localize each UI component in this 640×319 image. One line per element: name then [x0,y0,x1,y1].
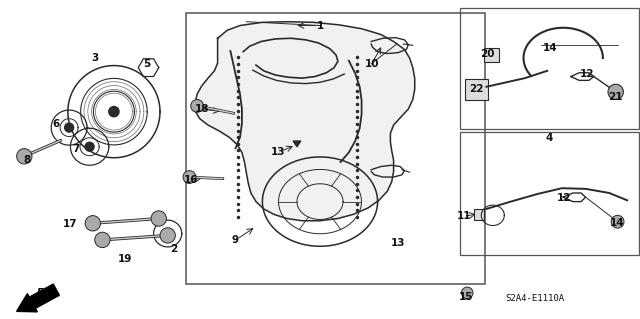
Bar [474,209,484,220]
Text: 10: 10 [365,59,380,70]
Circle shape [85,142,94,151]
Bar [460,8,639,129]
Circle shape [95,232,110,248]
Text: 11: 11 [457,211,471,221]
Text: 1: 1 [316,20,324,31]
Text: FR.: FR. [37,288,55,298]
Text: 9: 9 [232,235,239,245]
Circle shape [151,211,166,226]
Text: 15: 15 [459,292,473,302]
Text: 14: 14 [543,43,557,54]
Circle shape [65,123,74,132]
Text: 20: 20 [481,48,495,59]
Bar [186,13,485,284]
Circle shape [611,215,624,228]
Text: S2A4-E1110A: S2A4-E1110A [506,294,564,303]
Bar [484,48,499,62]
Text: 4: 4 [545,133,553,143]
Text: 5: 5 [143,59,151,69]
Circle shape [17,149,32,164]
Text: 18: 18 [195,104,209,114]
Bar [465,79,488,100]
Text: 6: 6 [52,119,60,130]
Polygon shape [293,141,301,147]
Bar [460,132,639,255]
Text: 22: 22 [470,84,484,94]
Text: 17: 17 [63,219,77,229]
Circle shape [461,287,473,299]
Text: 21: 21 [609,92,623,102]
Text: 3: 3 [91,53,99,63]
Text: 13: 13 [271,147,285,158]
FancyArrow shape [17,284,60,312]
Circle shape [191,100,204,112]
Text: 14: 14 [611,218,625,228]
Text: 12: 12 [580,69,595,79]
Text: 13: 13 [391,238,405,248]
Circle shape [109,107,119,117]
Polygon shape [195,22,415,221]
Text: 7: 7 [72,144,79,154]
Text: 2: 2 [170,244,178,255]
Text: 8: 8 [23,155,31,165]
Circle shape [160,228,175,243]
Circle shape [85,216,100,231]
Text: 16: 16 [184,175,198,185]
Circle shape [183,171,196,183]
Text: 12: 12 [557,193,572,204]
Text: 19: 19 [118,254,132,264]
Circle shape [608,84,623,100]
